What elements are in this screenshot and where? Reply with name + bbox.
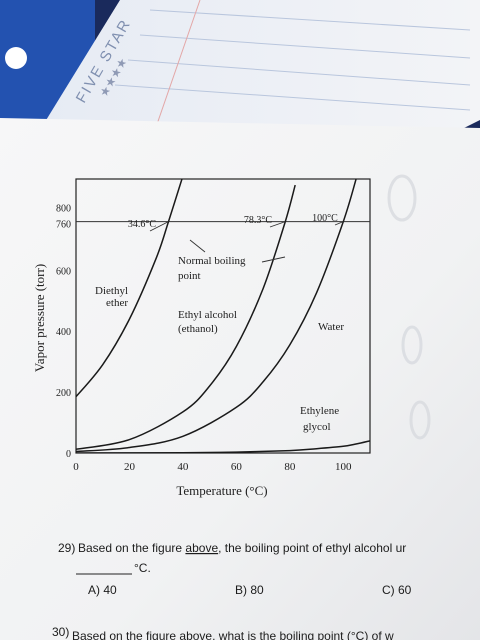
ether-label-line1: Diethyl: [95, 285, 128, 297]
y-tick-label-400: 400: [56, 327, 71, 338]
q30-text: Based on the figure above, what is the b…: [72, 629, 394, 640]
ether-label-line2: ether: [106, 297, 128, 309]
series-layer: [76, 179, 370, 453]
worksheet-page: [0, 118, 480, 640]
x-tick-label-40: 40: [177, 461, 189, 473]
y-tick-label-0: 0: [66, 449, 71, 460]
water-label: Water: [318, 321, 344, 333]
normal-bp-label-line1: Normal boiling: [178, 255, 246, 267]
q29-choice-c[interactable]: C) 60: [382, 583, 412, 597]
glare-spots: [387, 174, 431, 440]
binder-hole: [5, 47, 27, 69]
series-line-water: [76, 179, 357, 453]
series-line-diethyl-ether: [76, 179, 183, 398]
q29-choice-a[interactable]: A) 40: [88, 583, 117, 597]
x-axis-label: Temperature (°C): [176, 483, 267, 498]
y-tick-label-800: 800: [56, 203, 71, 214]
y-tick-label-600: 600: [56, 266, 71, 277]
x-tick-label-0: 0: [73, 461, 79, 473]
series-line-ethylene-glycol: [76, 440, 370, 453]
series-line-ethyl-alcohol-ethanol: [76, 184, 296, 451]
water-bp-label: 100°C: [312, 213, 338, 224]
normal-bp-label-line2: point: [178, 270, 201, 282]
annotation-leader-1: [269, 221, 286, 228]
q29-choice-b[interactable]: B) 80: [235, 583, 264, 597]
annotation-leader-0: [149, 221, 169, 232]
x-tick-label-100: 100: [335, 461, 352, 473]
x-tick-label-80: 80: [284, 461, 296, 473]
notebook-page: FIVE STAR ★★★★: [40, 0, 480, 145]
leader-lines: [149, 221, 344, 263]
annotation-leader-2: [334, 221, 344, 226]
q29-number: 29): [58, 541, 75, 555]
y-axis-label: Vapor pressure (torr): [32, 264, 47, 372]
glycol-label-line1: Ethylene: [300, 405, 339, 417]
question-29: 29) Based on the figure above, the boili…: [58, 541, 412, 597]
ether-bp-label: 34.6°C: [128, 219, 156, 230]
ethanol-label-line1: Ethyl alcohol: [178, 309, 237, 321]
x-tick-label-20: 20: [124, 461, 136, 473]
annotation-leader-3: [189, 239, 206, 253]
question-30: 30) Based on the figure above, what is t…: [52, 625, 394, 640]
y-tick-label-200: 200: [56, 388, 71, 399]
vapor-pressure-chart: 0 20 40 60 80 100 0 200 400 600 760 800 Temperature…: [32, 178, 371, 498]
glycol-label-line2: glycol: [303, 421, 331, 433]
ethanol-label-line2: (ethanol): [178, 323, 218, 335]
q30-number: 30): [52, 625, 69, 639]
q29-blank-unit: °C.: [134, 561, 151, 575]
ethanol-bp-label: 78.3°C: [244, 215, 272, 226]
tick-layer: 0 20 40 60 80 100 0 200 400 600 760 800: [56, 203, 352, 473]
annotation-leader-4: [261, 256, 286, 263]
y-tick-label-760: 760: [56, 220, 71, 231]
x-tick-label-60: 60: [231, 461, 243, 473]
q29-text: Based on the figure above, the boiling p…: [78, 541, 406, 555]
